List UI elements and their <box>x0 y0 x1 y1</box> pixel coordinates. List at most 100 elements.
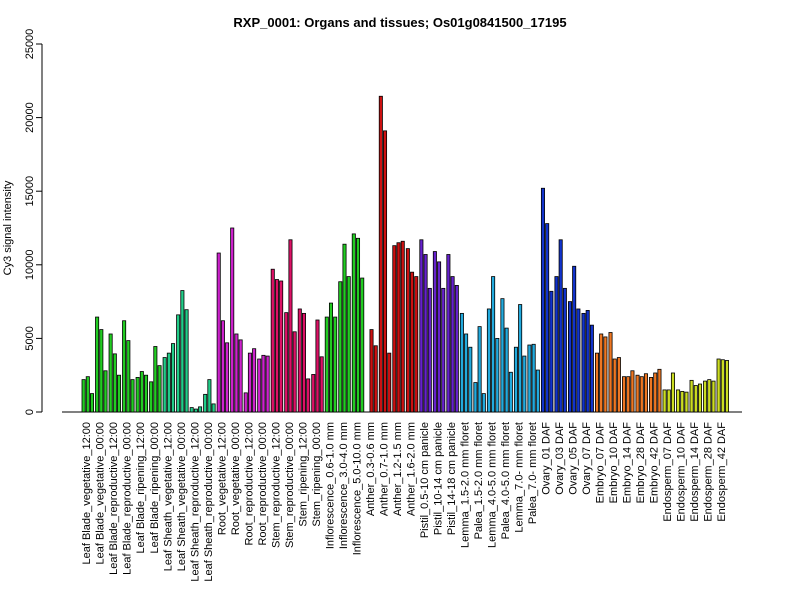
bar <box>481 393 486 413</box>
y-tick-label: 5000 <box>24 326 36 350</box>
bar <box>166 352 171 413</box>
bar <box>576 308 581 413</box>
bar <box>567 301 572 413</box>
bar <box>230 227 235 413</box>
bar <box>378 95 383 413</box>
bar <box>427 287 432 413</box>
category-label: Leaf Blade_ripening_00:00 <box>149 422 161 554</box>
category-label: Leaf Sheath_vegetative_12:00 <box>162 422 174 571</box>
bar <box>599 333 604 413</box>
bar <box>292 331 297 413</box>
bar <box>522 355 527 413</box>
bar <box>643 373 648 413</box>
category-label: Pistil_0.5-10 cm panicle <box>419 422 431 538</box>
bar <box>180 290 185 413</box>
category-label: Ovary_05 DAF <box>568 422 580 495</box>
category-label: Leaf Sheath_reproductive_12:00 <box>189 422 201 582</box>
category-label: Leaf Blade_ripening_12:00 <box>135 422 147 554</box>
y-tick-label: 10000 <box>24 250 36 281</box>
bar <box>220 320 225 413</box>
category-label: Leaf Sheath_vegetative_00:00 <box>176 422 188 571</box>
bar <box>396 242 401 413</box>
bar <box>351 233 356 413</box>
y-tick-label: 25000 <box>24 29 36 60</box>
bar <box>707 379 712 413</box>
category-label: Stem_reproductive_00:00 <box>284 422 296 548</box>
bar <box>207 379 212 413</box>
bar <box>383 130 388 413</box>
category-label: Lemma_7.0- mm floret <box>514 422 526 533</box>
y-tick-label: 0 <box>24 409 36 415</box>
category-label: Endosperm_07 DAF <box>662 422 674 522</box>
bar <box>139 371 144 413</box>
category-label: Leaf Blade_vegetative_12:00 <box>81 422 93 565</box>
bar <box>693 385 698 413</box>
category-label: Ovary_03 DAF <box>554 422 566 495</box>
category-label: Stem_ripening_12:00 <box>297 422 309 527</box>
category-label: Endosperm_10 DAF <box>676 422 688 522</box>
bar <box>657 368 662 413</box>
category-label: Anther_1.6-2.0 mm <box>405 422 417 516</box>
bar <box>176 314 181 413</box>
bars-layer <box>81 95 730 413</box>
bar <box>562 287 567 413</box>
bar <box>437 261 442 413</box>
bar <box>419 239 424 413</box>
category-label: Leaf Blade_reproductive_00:00 <box>122 422 134 575</box>
bar <box>225 342 230 413</box>
bar <box>387 352 392 413</box>
category-label: Embryo_14 DAF <box>622 422 634 504</box>
bar <box>243 392 248 413</box>
bar <box>554 276 559 413</box>
y-tick-label: 15000 <box>24 176 36 207</box>
bar <box>500 298 505 413</box>
bar <box>423 254 428 413</box>
bar <box>117 374 122 413</box>
category-label: Anther_0.7-1.0 mm <box>378 422 390 516</box>
bar <box>491 276 496 413</box>
bar <box>247 352 252 413</box>
bar <box>513 346 518 413</box>
bar <box>288 239 293 413</box>
bar <box>595 352 600 413</box>
category-label: Palea_7.0- mm floret <box>527 422 539 524</box>
bar <box>531 343 536 413</box>
bar <box>324 316 329 413</box>
bar <box>653 372 658 413</box>
category-label: Embryo_07 DAF <box>595 422 607 504</box>
bar <box>112 353 117 413</box>
category-label: Leaf Sheath_reproductive_00:00 <box>203 422 215 582</box>
bar <box>446 254 451 413</box>
bar <box>603 336 608 413</box>
bar <box>95 316 100 413</box>
bar <box>716 358 721 413</box>
bar <box>670 372 675 413</box>
bar <box>252 348 257 413</box>
bar <box>149 381 154 413</box>
bar <box>459 312 464 413</box>
category-label: Pistil_10-14 cm panicle <box>432 422 444 535</box>
bar <box>540 187 545 413</box>
bar <box>234 333 239 413</box>
bar <box>356 237 361 413</box>
bar <box>216 252 221 413</box>
category-label: Root_reproductive_00:00 <box>257 422 269 546</box>
category-label: Endosperm_42 DAF <box>716 422 728 522</box>
category-label: Embryo_28 DAF <box>635 422 647 504</box>
bar <box>608 332 613 413</box>
bar <box>527 344 532 413</box>
y-axis: 0 5000 10000 15000 20000 25000 <box>24 29 43 415</box>
category-label: Leaf Blade_vegetative_00:00 <box>95 422 107 565</box>
bar <box>414 276 419 413</box>
bar <box>477 326 482 413</box>
bar <box>725 360 730 413</box>
bar <box>432 251 437 413</box>
bar <box>81 379 86 413</box>
bar <box>279 280 284 413</box>
category-label: Endosperm_14 DAF <box>689 422 701 522</box>
chart-title: RXP_0001: Organs and tissues; Os01g08415… <box>233 15 566 30</box>
category-label: Embryo_10 DAF <box>608 422 620 504</box>
category-label: Anther_0.3-0.6 mm <box>365 422 377 516</box>
bar <box>135 377 140 413</box>
